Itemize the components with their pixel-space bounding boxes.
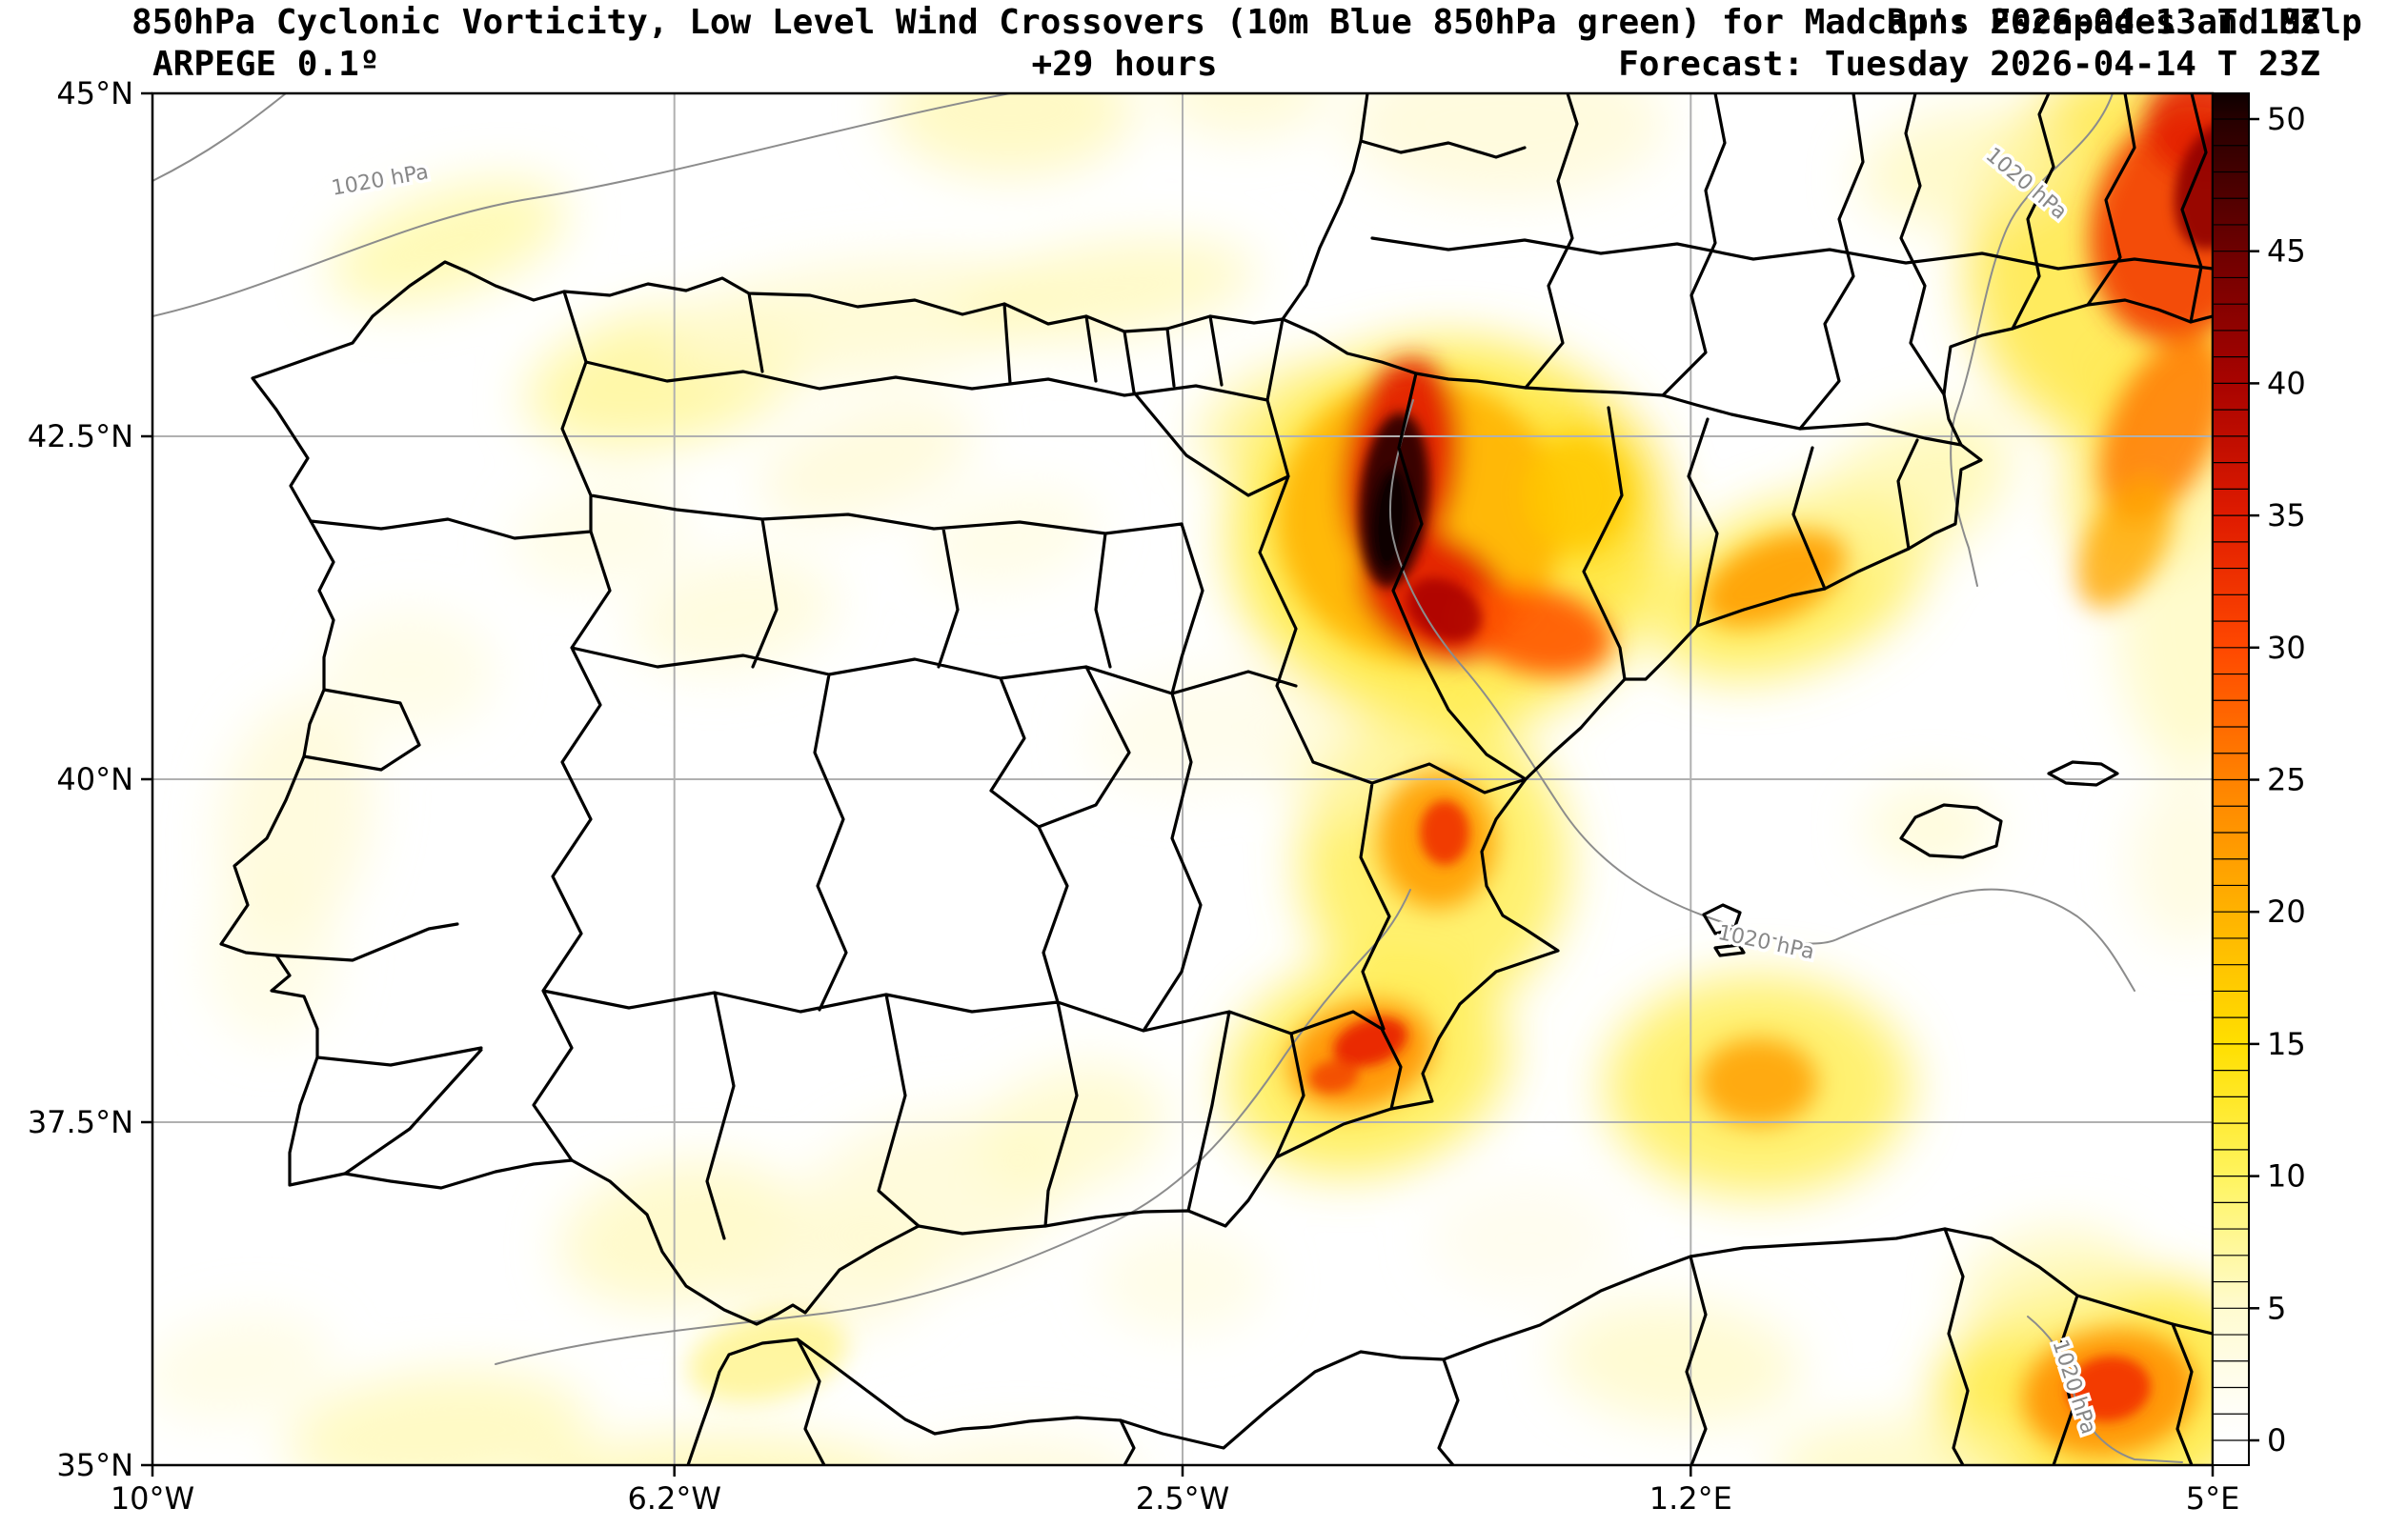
latitude-tick-label: 42.5°N bbox=[28, 418, 133, 454]
vorticity-blob bbox=[1699, 1038, 1817, 1126]
latitude-tick-label: 40°N bbox=[56, 761, 133, 797]
boundaries-layer bbox=[219, 93, 2213, 1465]
vorticity-blob bbox=[510, 479, 691, 588]
vorticity-blob bbox=[2130, 776, 2213, 948]
vorticity-blob bbox=[1333, 1017, 1407, 1067]
colorbar: 0 5 10 15 20 25 30 35 40 45 50 bbox=[2212, 92, 2306, 1466]
isobar-path bbox=[1950, 93, 2114, 587]
isobar-path bbox=[495, 889, 1411, 1365]
vorticity-blob bbox=[1801, 413, 2011, 577]
vorticity-blob bbox=[2077, 477, 2173, 609]
vorticity-blob bbox=[1158, 93, 1329, 138]
vorticity-blob bbox=[1082, 665, 1329, 793]
colorbar-tick-label: 5 bbox=[2267, 1290, 2286, 1326]
graticule-grid bbox=[152, 93, 2213, 1465]
isobar-contours bbox=[152, 93, 2183, 1463]
island-mallorca bbox=[1899, 803, 2003, 859]
vorticity-blob bbox=[886, 93, 1134, 176]
vorticity-blob bbox=[1420, 800, 1469, 865]
vorticity-shading-halos bbox=[152, 93, 2213, 1465]
vorticity-blob bbox=[1525, 434, 1629, 553]
vorticity-blob bbox=[904, 1438, 1135, 1465]
colorbar-tick-label: 35 bbox=[2267, 497, 2306, 533]
island-ibiza bbox=[1702, 903, 1746, 957]
vorticity-blob bbox=[1958, 1227, 2139, 1336]
axis-layer: 10°W 6.2°W 2.5°W 1.2°E 5°E 45°N 42.5°N 40°N 37.5… bbox=[28, 75, 2239, 1517]
colorbar-tick-label: 40 bbox=[2267, 365, 2306, 401]
latitude-tick-label: 37.5°N bbox=[28, 1104, 133, 1140]
colorbar-tick-label: 20 bbox=[2267, 894, 2306, 930]
latitude-tick-label: 45°N bbox=[56, 75, 133, 111]
colorbar-tick-label: 10 bbox=[2267, 1158, 2306, 1195]
vorticity-blob bbox=[1553, 1299, 1801, 1425]
vorticity-blob bbox=[663, 258, 1062, 380]
lead-time: +29 hours bbox=[1031, 45, 1218, 84]
forecast-valid-time: Forecast: Tuesday 2026-04-14 T 23Z bbox=[1618, 45, 2320, 84]
map-title: 850hPa Cyclonic Vorticity, Low Level Win… bbox=[132, 3, 2362, 42]
vorticity-blob bbox=[630, 554, 838, 674]
island-menorca bbox=[2047, 760, 2119, 787]
longitude-tick-label: 5°E bbox=[2186, 1480, 2240, 1517]
coastline-north-africa bbox=[686, 1227, 2213, 1465]
province-borders-spain-portugal bbox=[274, 290, 1919, 1240]
vorticity-blob bbox=[2067, 1356, 2151, 1422]
vorticity-blob bbox=[687, 1312, 847, 1403]
vorticity-blob bbox=[1772, 1419, 2020, 1465]
colorbar-tick-label: 25 bbox=[2267, 762, 2306, 798]
vorticity-blob bbox=[2099, 335, 2213, 522]
isobar-value-label: 1020 hPa bbox=[330, 160, 430, 200]
province-borders-france bbox=[1359, 93, 2213, 431]
vorticity-blob bbox=[978, 1064, 1166, 1194]
vorticity-blob bbox=[1859, 107, 2067, 227]
vorticity-blob bbox=[1406, 577, 1483, 642]
vorticity-blob bbox=[1344, 93, 1668, 200]
vorticity-blob bbox=[757, 400, 978, 524]
vorticity-blob bbox=[329, 180, 567, 306]
colorbar-tick-label: 15 bbox=[2267, 1026, 2306, 1062]
latitude-tick-label: 35°N bbox=[56, 1447, 133, 1483]
longitude-tick-label: 2.5°W bbox=[1136, 1480, 1230, 1517]
province-borders-africa bbox=[796, 1227, 2194, 1465]
coastline-france-atlantic bbox=[1281, 93, 1369, 321]
vorticity-blob bbox=[1309, 1059, 1359, 1094]
vorticity-blob bbox=[324, 610, 496, 734]
vorticity-blob bbox=[921, 488, 1100, 589]
colorbar-tick-label: 0 bbox=[2267, 1422, 2286, 1458]
vorticity-blob bbox=[286, 1370, 591, 1465]
isobar-path bbox=[1388, 399, 2135, 992]
colorbar-tick-label: 45 bbox=[2267, 233, 2306, 270]
isobar-value-label: 1020 hPa bbox=[1716, 921, 1817, 965]
vorticity-blob bbox=[2174, 122, 2213, 250]
longitude-tick-label: 6.2°W bbox=[627, 1480, 721, 1517]
isobar-path bbox=[152, 93, 287, 182]
colorbar-tick-label: 50 bbox=[2267, 101, 2306, 137]
vorticity-blob bbox=[1429, 1181, 1620, 1296]
model-resolution: ARPEGE 0.1º bbox=[152, 45, 380, 84]
isobar-path bbox=[152, 93, 1011, 317]
longitude-tick-label: 1.2°E bbox=[1649, 1480, 1732, 1517]
colorbar-tick-label: 30 bbox=[2267, 630, 2306, 666]
longitude-tick-label: 10°W bbox=[111, 1480, 194, 1517]
coastline-iberia bbox=[219, 260, 1983, 1326]
vorticity-blob bbox=[1461, 585, 1611, 676]
run-timestamp: Run: 2026-04-13 T 18Z bbox=[1886, 3, 2320, 42]
isobar-path bbox=[2027, 1316, 2183, 1463]
vorticity-blob bbox=[549, 1434, 900, 1465]
vorticity-blob bbox=[152, 1313, 333, 1421]
